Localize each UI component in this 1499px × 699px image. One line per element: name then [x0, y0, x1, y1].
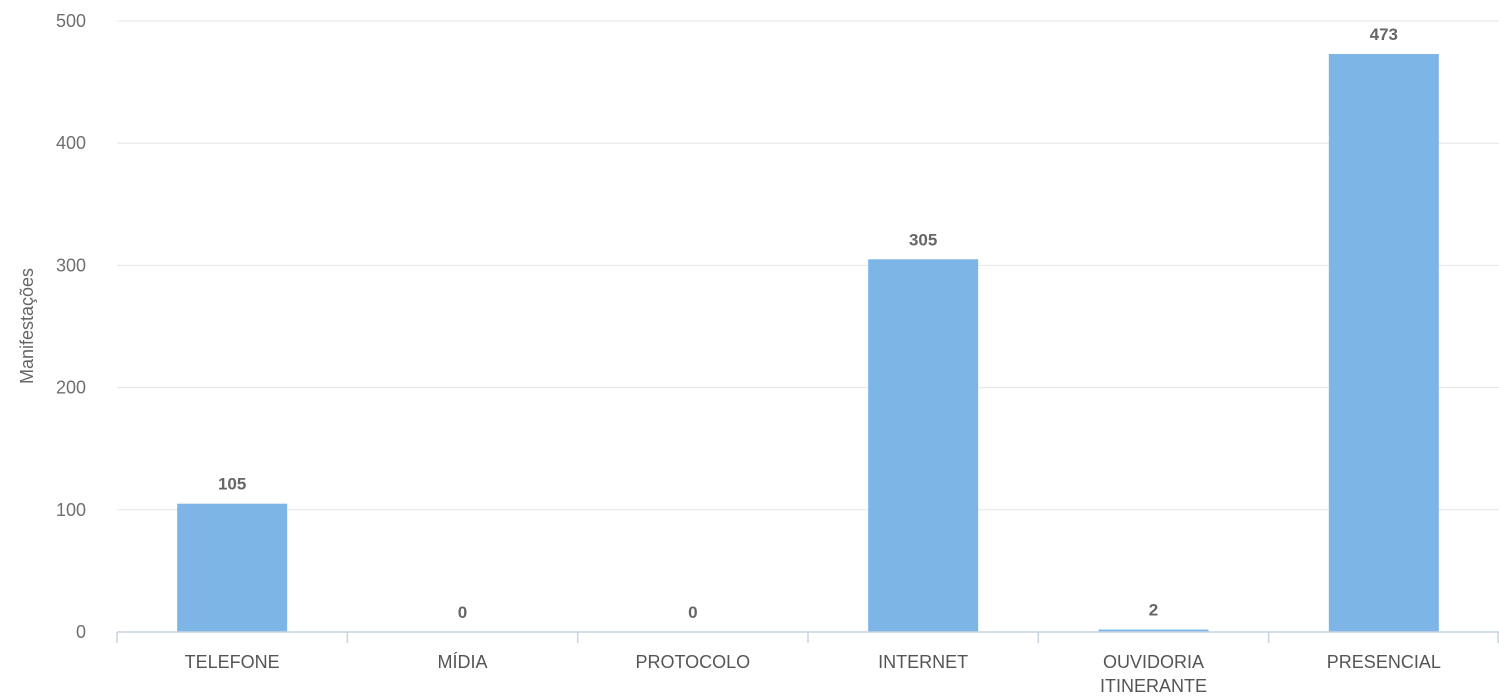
y-tick-label: 400	[56, 133, 86, 153]
x-tick-label: INTERNET	[878, 652, 968, 672]
y-tick-label: 0	[76, 622, 86, 642]
data-label: 0	[458, 603, 467, 622]
data-label: 305	[909, 230, 937, 249]
x-tick-label-line: PROTOCOLO	[635, 652, 750, 672]
x-tick-label-line: PRESENCIAL	[1327, 652, 1441, 672]
data-labels: 105 0 0 305 2 473	[218, 25, 1398, 622]
y-tick-label: 100	[56, 500, 86, 520]
y-axis-title: Manifestações	[17, 268, 37, 384]
x-tick-label: PRESENCIAL	[1327, 652, 1441, 672]
bar	[1328, 53, 1439, 632]
data-label: 473	[1370, 25, 1398, 44]
data-label: 0	[688, 603, 697, 622]
x-tick-label-line: ITINERANTE	[1100, 676, 1207, 696]
x-tick-label: OUVIDORIA ITINERANTE	[1100, 652, 1207, 696]
bar	[1098, 629, 1209, 632]
bar	[177, 503, 288, 632]
x-tick-label: PROTOCOLO	[635, 652, 750, 672]
x-tick-label: TELEFONE	[185, 652, 280, 672]
x-tick-label-line: MÍDIA	[437, 652, 487, 672]
y-tick-label: 500	[56, 11, 86, 31]
x-tick-label-line: INTERNET	[878, 652, 968, 672]
x-tick-label-line: TELEFONE	[185, 652, 280, 672]
x-axis: TELEFONE MÍDIA PROTOCOLO INTERNET OUVIDORIA I…	[116, 631, 1499, 696]
bars	[177, 53, 1439, 632]
y-tick-label: 300	[56, 255, 86, 275]
grid-lines	[117, 20, 1499, 511]
y-axis-ticks: 0 100 200 300 400 500	[56, 11, 86, 642]
x-tick-label-line: OUVIDORIA	[1103, 652, 1204, 672]
x-tick-label: MÍDIA	[437, 652, 487, 672]
y-tick-label: 200	[56, 378, 86, 398]
data-label: 2	[1149, 601, 1158, 620]
data-label: 105	[218, 475, 246, 494]
bar	[868, 259, 979, 632]
